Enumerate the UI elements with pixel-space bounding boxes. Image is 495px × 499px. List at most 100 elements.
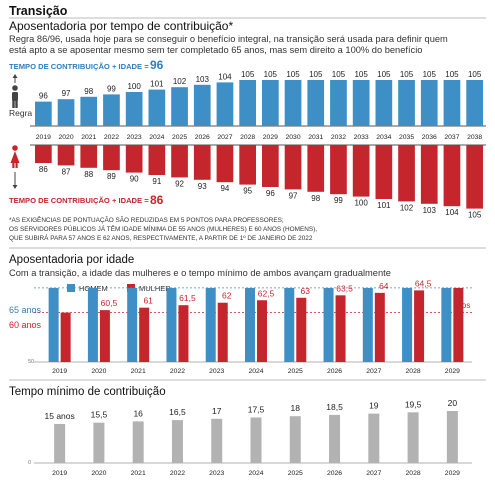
chart1-male-bar [466,80,483,126]
chart1-male-bar [307,80,325,126]
chart2-women-bar [178,305,189,362]
chart1-year-label: 2019 [36,134,51,141]
chart1-female-bar [262,145,279,187]
chart1-female-bar [330,145,347,195]
chart2-last-women-label: 65 [453,292,462,301]
chart1-female-bar [171,145,188,178]
chart1-male-bar [35,101,52,126]
chart1-female-value-label: 102 [400,203,414,212]
chart2-men-bar [284,287,295,362]
chart1-year-label: 2035 [399,134,414,141]
chart3-bar [329,414,341,463]
chart3-value-label: 16 [133,408,143,418]
chart2-year-label: 2028 [406,368,421,375]
chart1-male-value-label: 105 [241,70,255,79]
chart1-female-bar [35,145,52,163]
chart1-male-bar [284,80,302,126]
chart1-year-label: 2022 [104,134,119,141]
chart2-year-label: 2022 [170,368,185,375]
chart3-bar [368,413,380,463]
chart1-female-bar [103,145,120,171]
chart2-year-label: 2029 [445,368,460,375]
chart1-male-value-label: 105 [309,70,323,79]
chart3-bar [407,412,419,463]
chart1-female-value-label: 95 [243,187,252,196]
chart1-female-bar [443,145,461,207]
chart2-men-bar [87,287,98,362]
chart1-female-value-label: 100 [354,199,368,208]
chart2-women-value-label: 62,5 [258,288,275,298]
chart3-value-label: 17,5 [248,405,265,415]
chart1-year-label: 2028 [240,134,255,141]
chart1-female-bar [80,145,98,168]
chart1-male-value-label: 105 [377,70,391,79]
chart1-male-bar [352,80,370,126]
section-title: Transição [9,4,68,18]
chart1-male-value-label: 96 [39,92,48,101]
chart2-axis-min-label: 50 [28,359,34,365]
chart3-value-label: 19 [369,401,379,411]
arrow-up-icon [12,74,18,83]
chart1-year-label: 2031 [308,134,323,141]
chart1-female-label: TEMPO DE CONTRIBUIÇÃO + IDADE = [9,196,149,205]
chart1-female-value-label: 103 [423,206,437,215]
chart1-female-value-label: 105 [468,211,482,220]
chart1-female-bar [239,145,256,185]
chart2-women-bar [139,307,150,362]
chart2-women-value-label: 64 [379,281,389,291]
chart2-women-bar [217,302,228,362]
chart2-women-value-label: 64,5 [415,278,432,288]
chart2-year-label: 2019 [52,368,67,375]
chart1-female-value-label: 88 [84,170,93,179]
chart1-female-value-label: 98 [311,194,320,203]
chart1-male-value-label: 101 [150,80,164,89]
chart3-year-label: 2023 [209,470,224,477]
chart1-male-value-label: 102 [173,77,187,86]
chart2-subtitle: Com a transição, a idade das mulheres e … [9,268,391,278]
chart1-female-bar [466,145,483,209]
chart1-year-label: 2023 [127,134,142,141]
chart3-value-label: 15,5 [91,410,108,420]
chart3-bar [171,420,183,463]
chart1-male-value-label: 99 [107,84,116,93]
chart2-women-bar [99,310,110,362]
chart3-year-label: 2028 [406,470,421,477]
chart1-male-value-label: 105 [354,70,368,79]
chart2-year-label: 2026 [327,368,342,375]
chart1-year-label: 2029 [263,134,278,141]
chart1-year-label: 2032 [331,134,346,141]
chart1-male-value-label: 104 [218,72,232,81]
chart1-female-bar [216,145,234,183]
chart2-women-value-label: 61,5 [179,293,196,303]
chart1-female-value-label: 101 [377,201,391,210]
chart1-female-bar [375,145,393,199]
chart2-year-label: 2023 [209,368,224,375]
chart2-women-value-label: 62 [222,291,232,301]
chart2-men-bar [323,287,334,362]
chart1-male-bar [443,80,461,126]
chart1-year-label: 2021 [81,134,96,141]
chart1-male-bar [375,80,393,126]
chart3-year-label: 2029 [445,470,460,477]
chart1-year-label: 2037 [444,134,459,141]
chart1-note-line2: OS SERVIDORES PÚBLICOS JÁ TÊM IDADE MÍNI… [9,224,317,233]
chart2-year-axis: 2019 2020 2021 2022 2023 2024 2025 2026 2027 2028… [52,368,460,375]
chart2-women-value-label: 63,5 [336,283,353,293]
legend-label-women: MULHER [139,284,171,293]
chart1-female-value-label: 87 [62,167,71,176]
chart3-bar [289,416,301,463]
chart1-female-bar [125,145,143,173]
chart3-value-label: 17 [212,406,222,416]
chart1-male-bar [398,80,415,126]
chart1-male-value-label: 98 [84,87,93,96]
chart1-male-value-label: 105 [332,70,346,79]
chart1-female-bar [148,145,166,175]
chart1-male-bar [80,96,98,126]
chart1-female-value-label: 104 [445,208,459,217]
chart2-women-value-label: 61 [143,296,153,306]
chart1-male-bar [171,87,188,126]
female-person-icon [10,145,20,168]
chart3-year-label: 2020 [91,470,106,477]
chart1-male-value-label: 100 [127,82,141,91]
